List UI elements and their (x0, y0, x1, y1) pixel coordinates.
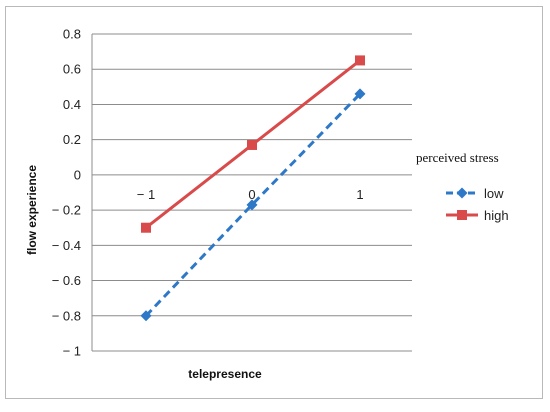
legend-items: low high (446, 186, 509, 223)
series-low (140, 88, 366, 322)
data-point (457, 210, 467, 220)
data-point (355, 55, 365, 66)
x-axis-title: telepresence (188, 367, 262, 381)
legend: perceived stress low high (416, 150, 509, 223)
y-tick-label: 0.8 (63, 27, 81, 42)
legend-label: high (484, 208, 509, 223)
x-tick-label: 1 (356, 187, 363, 202)
y-tick-label: 0 (74, 167, 81, 182)
legend-item-low: low (446, 186, 504, 201)
y-tick-label: 0.4 (63, 97, 81, 112)
legend-label: low (484, 186, 504, 201)
y-tick-label: − 0.8 (52, 308, 81, 323)
legend-title: perceived stress (416, 150, 499, 165)
y-tick-label: − 0.2 (52, 203, 81, 218)
y-tick-labels: 0.8 0.6 0.4 0.2 0 − 0.2 − 0.4 − 0.6 − 0.8 − 1 (52, 27, 81, 359)
y-tick-label: 0.6 (63, 62, 81, 77)
y-tick-label: − 1 (63, 344, 81, 359)
data-point (141, 222, 151, 233)
x-tick-label: − 1 (137, 187, 155, 202)
x-tick-labels: − 1 0 1 (137, 187, 364, 202)
data-point (140, 310, 152, 322)
data-point (247, 139, 257, 150)
y-tick-label: − 0.4 (52, 238, 81, 253)
series-lines (140, 55, 366, 322)
data-point (456, 187, 468, 199)
y-tick-label: − 0.6 (52, 273, 81, 288)
series-high (141, 55, 365, 233)
data-point (354, 88, 366, 100)
legend-item-high: high (446, 208, 509, 223)
y-axis-title: flow experience (25, 165, 39, 255)
y-tick-label: 0.2 (63, 132, 81, 147)
chart-frame (5, 6, 543, 399)
x-tick-label: 0 (248, 187, 255, 202)
data-point (246, 199, 258, 211)
